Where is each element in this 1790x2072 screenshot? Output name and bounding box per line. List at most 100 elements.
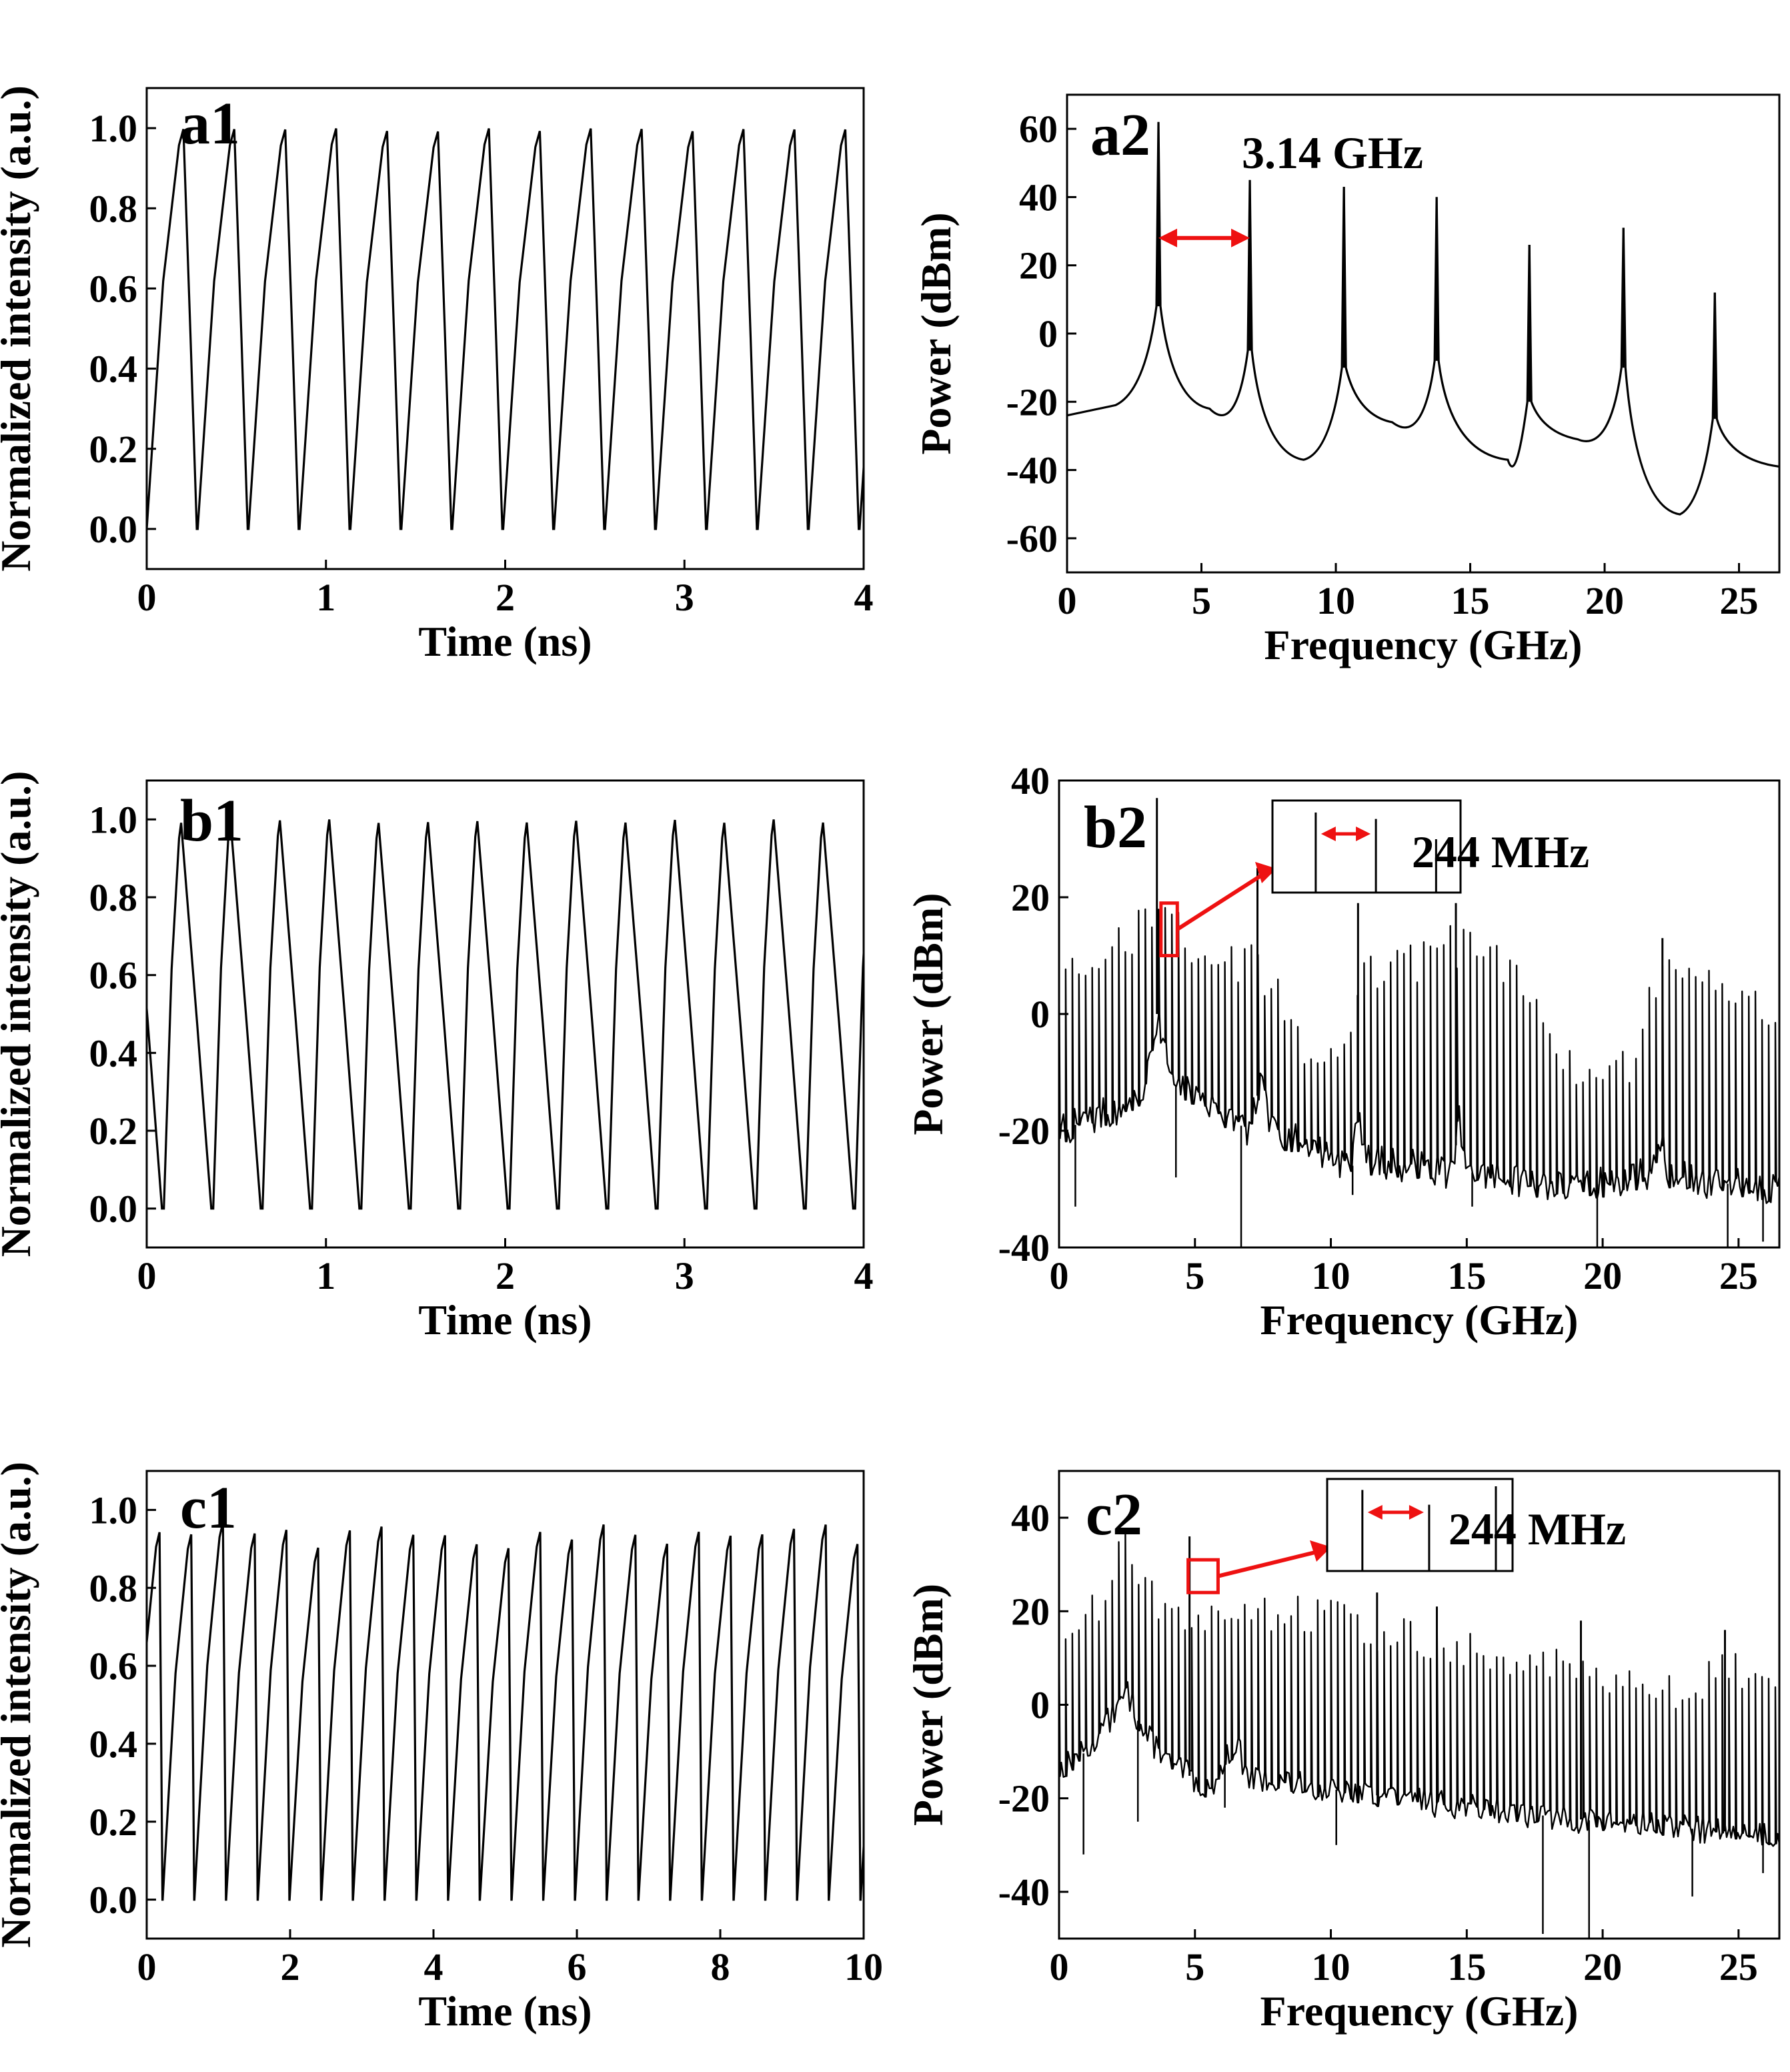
y-tick-label: 1.0 xyxy=(89,107,138,150)
y-tick-label: 0.6 xyxy=(89,267,138,310)
spacing-annotation-text: 244 MHz xyxy=(1412,827,1589,877)
x-tick-label: 5 xyxy=(1185,1945,1204,1989)
inset-arrow-head-left xyxy=(1320,827,1336,841)
x-tick-label: 4 xyxy=(854,1254,874,1298)
x-tick-label: 10 xyxy=(844,1945,883,1989)
x-axis-label: Frequency (GHz) xyxy=(1264,621,1583,668)
x-tick-label: 10 xyxy=(1312,1945,1351,1989)
x-axis-label: Time (ns) xyxy=(418,1296,592,1344)
y-tick-label: -40 xyxy=(998,1871,1050,1914)
zoom-region-box xyxy=(1159,901,1179,957)
x-tick-label: 8 xyxy=(711,1945,730,1989)
x-tick-label: 25 xyxy=(1719,1945,1758,1989)
panel-a2: 3.14 GHz 0 5 10 15 20 25 -60 -40 -20 0 20 40 60 Freque… xyxy=(912,93,1781,668)
x-tick-label: 3 xyxy=(675,576,694,619)
y-axis-label: Power (dBm) xyxy=(904,1584,952,1826)
y-tick-label: 0.6 xyxy=(89,1644,138,1688)
x-tick-label: 5 xyxy=(1192,579,1211,622)
panel-b1: 0 1 2 3 4 0.0 0.2 0.4 0.6 0.8 1.0 Time (ns) Normaliz… xyxy=(0,771,874,1344)
spectrum-trace xyxy=(1059,907,1779,1204)
spacing-annotation-text: 244 MHz xyxy=(1449,1504,1626,1554)
x-tick-label: 1 xyxy=(316,576,335,619)
spacing-arrow-head-right xyxy=(1231,228,1250,247)
y-tick-label: 40 xyxy=(1019,175,1058,219)
x-axis-label: Time (ns) xyxy=(418,618,592,665)
y-tick-label: 0.0 xyxy=(89,1187,138,1231)
y-tick-label: -60 xyxy=(1006,517,1058,560)
panel-label: b1 xyxy=(180,788,243,854)
y-tick-label: 40 xyxy=(1011,759,1050,803)
x-tick-label: 5 xyxy=(1185,1254,1204,1298)
spacing-arrow-head-left xyxy=(1158,228,1178,247)
y-tick-label: 60 xyxy=(1019,107,1058,151)
panel-label: a2 xyxy=(1090,102,1150,168)
y-tick-label: 0.8 xyxy=(89,187,138,230)
x-tick-label: 0 xyxy=(137,1254,157,1298)
zoom-arrow-head xyxy=(1255,862,1276,883)
x-tick-label: 25 xyxy=(1719,1254,1758,1298)
signal-trace xyxy=(147,819,864,1210)
signal-trace xyxy=(147,128,864,530)
y-tick-label: 1.0 xyxy=(89,1488,138,1532)
y-tick-label: -40 xyxy=(1006,449,1058,492)
x-tick-label: 20 xyxy=(1583,1945,1622,1989)
spectrum-trace xyxy=(1067,121,1779,516)
y-tick-label: 0.4 xyxy=(89,1031,138,1075)
y-tick-label: 0.8 xyxy=(89,876,138,919)
y-tick-label: -40 xyxy=(998,1226,1050,1269)
y-tick-label: 0 xyxy=(1038,312,1058,356)
plot-frame xyxy=(1066,93,1781,574)
x-tick-label: 10 xyxy=(1316,579,1355,622)
x-tick-label: 3 xyxy=(675,1254,694,1298)
x-tick-label: 10 xyxy=(1312,1254,1351,1298)
panel-b2: 244 MHz 0 5 10 15 20 25 -40 -20 0 20 40 Frequency (G… xyxy=(904,759,1781,1344)
signal-trace xyxy=(147,1522,864,1901)
x-tick-label: 0 xyxy=(1050,1945,1069,1989)
x-tick-label: 0 xyxy=(137,576,157,619)
x-tick-label: 0 xyxy=(137,1945,157,1989)
x-tick-label: 20 xyxy=(1585,579,1624,622)
x-tick-label: 0 xyxy=(1050,1254,1069,1298)
inset-arrow-head-right xyxy=(1356,827,1371,841)
panel-c1: 0 2 4 6 8 10 0.0 0.2 0.4 0.6 0.8 1.0 Time (ns) Normal… xyxy=(0,1462,883,2035)
x-axis-label: Time (ns) xyxy=(418,1987,592,2035)
y-axis-label: Normalized intensity (a.u.) xyxy=(0,1462,39,1948)
panel-label: b2 xyxy=(1084,795,1147,861)
x-tick-label: 15 xyxy=(1447,1254,1486,1298)
panel-label: c1 xyxy=(180,1475,237,1541)
panel-a1: 0 1 2 3 4 0.0 0.2 0.4 0.6 0.8 1.0 Time (ns) Normaliz… xyxy=(0,85,874,665)
x-tick-label: 20 xyxy=(1583,1254,1622,1298)
spacing-annotation-text: 3.14 GHz xyxy=(1242,127,1423,178)
y-tick-label: -20 xyxy=(998,1777,1050,1821)
x-tick-label: 15 xyxy=(1447,1945,1486,1989)
x-tick-label: 6 xyxy=(568,1945,587,1989)
zoom-arrow-shaft xyxy=(1176,871,1267,931)
x-axis-label: Frequency (GHz) xyxy=(1260,1296,1579,1344)
zoom-arrow-shaft xyxy=(1217,1549,1321,1578)
y-tick-label: -20 xyxy=(1006,380,1058,424)
inset-arrow-head-right xyxy=(1409,1505,1424,1520)
x-tick-label: 25 xyxy=(1720,579,1759,622)
y-tick-label: 0 xyxy=(1030,993,1050,1036)
x-tick-label: 4 xyxy=(854,576,874,619)
y-tick-label: 20 xyxy=(1019,244,1058,288)
y-axis-label: Power (dBm) xyxy=(912,212,960,454)
y-tick-label: 0.8 xyxy=(89,1566,138,1610)
x-tick-label: 2 xyxy=(281,1945,300,1989)
x-tick-label: 1 xyxy=(316,1254,335,1298)
panel-c2: 244 MHz 0 5 10 15 20 25 -40 -20 0 20 40 Frequency (G… xyxy=(904,1470,1781,2035)
y-tick-label: -20 xyxy=(998,1109,1050,1153)
y-tick-label: 0.0 xyxy=(89,1879,138,1922)
y-tick-label: 0.2 xyxy=(89,428,138,471)
zoom-arrow-head xyxy=(1310,1540,1331,1562)
x-tick-label: 2 xyxy=(496,1254,515,1298)
y-tick-label: 0.0 xyxy=(89,508,138,551)
y-tick-label: 0.6 xyxy=(89,954,138,997)
x-tick-label: 4 xyxy=(424,1945,443,1989)
x-axis-label: Frequency (GHz) xyxy=(1260,1987,1579,2035)
x-tick-label: 2 xyxy=(496,576,515,619)
y-tick-label: 0.4 xyxy=(89,348,138,391)
x-tick-label: 15 xyxy=(1451,579,1490,622)
y-tick-label: 40 xyxy=(1011,1496,1050,1540)
